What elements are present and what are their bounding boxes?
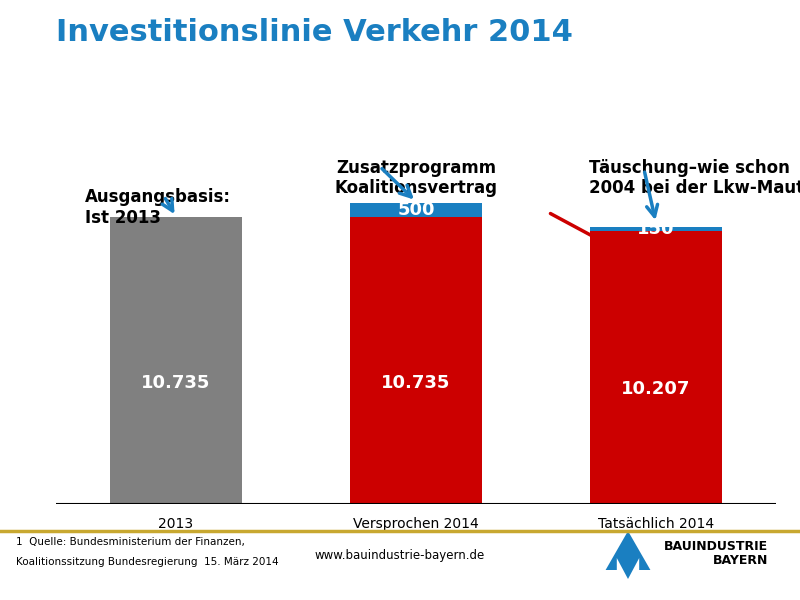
Text: Investitionslinie Verkehr 2014: Investitionslinie Verkehr 2014 (56, 18, 573, 47)
Text: 1  Quelle: Bundesministerium der Finanzen,: 1 Quelle: Bundesministerium der Finanzen… (16, 537, 245, 547)
Text: 10.207: 10.207 (622, 380, 690, 398)
Text: 10.735: 10.735 (142, 374, 210, 392)
Bar (350, 217, 482, 504)
Text: BAUINDUSTRIE: BAUINDUSTRIE (664, 539, 768, 553)
Text: Täuschung–wie schon
2004 bei der Lkw-Maut: Täuschung–wie schon 2004 bei der Lkw-Mau… (589, 158, 800, 197)
Polygon shape (606, 531, 650, 579)
Bar (110, 217, 242, 504)
Text: Zusatzprogramm
Koalitionsvertrag: Zusatzprogramm Koalitionsvertrag (334, 158, 498, 197)
Text: Tatsächlich 2014: Tatsächlich 2014 (598, 517, 714, 532)
Text: www.bauindustrie-bayern.de: www.bauindustrie-bayern.de (315, 548, 485, 562)
Bar (350, 203, 482, 217)
Text: 10.735: 10.735 (382, 374, 450, 392)
Bar (590, 231, 722, 504)
Text: 2013: 2013 (158, 517, 194, 532)
Text: Ausgangsbasis:
Ist 2013: Ausgangsbasis: Ist 2013 (85, 188, 231, 227)
Text: Versprochen 2014: Versprochen 2014 (353, 517, 479, 532)
Text: 500: 500 (398, 201, 434, 219)
Text: Koalitionssitzung Bundesregierung  15. März 2014: Koalitionssitzung Bundesregierung 15. Mä… (16, 557, 278, 567)
Text: 150: 150 (638, 220, 674, 238)
Bar (590, 227, 722, 231)
Text: BAYERN: BAYERN (713, 554, 768, 568)
